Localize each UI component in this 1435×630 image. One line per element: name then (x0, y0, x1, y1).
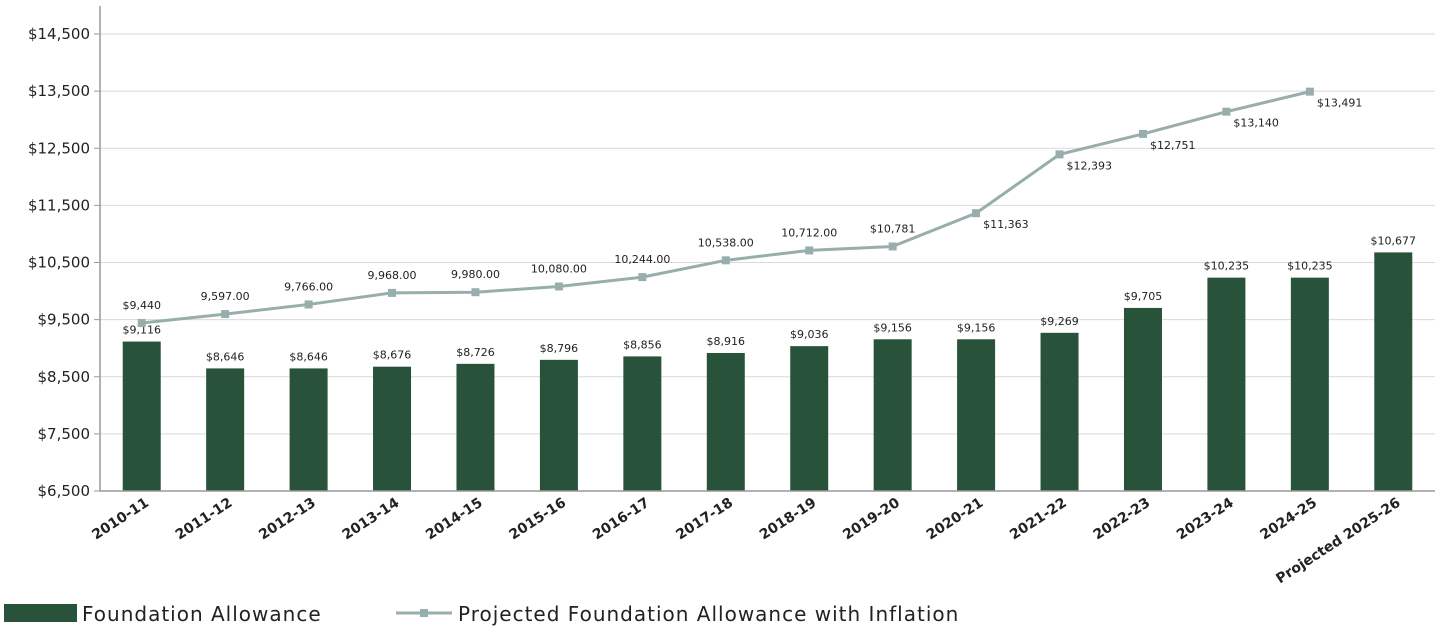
bar-data-label: $10,235 (1204, 260, 1250, 273)
bar (873, 339, 912, 491)
x-tick-label: 2014-15 (423, 495, 486, 543)
bar (1290, 277, 1329, 491)
y-tick-label: $7,500 (38, 425, 91, 443)
line-data-label: $11,363 (983, 218, 1029, 231)
x-tick-label: 2018-19 (757, 495, 820, 543)
bar-data-label: $9,269 (1040, 315, 1079, 328)
line-data-label: 10,244.00 (614, 253, 670, 266)
legend-label-bar: Foundation Allowance (82, 602, 322, 626)
x-tick-label: 2012-13 (256, 495, 319, 543)
x-tick-label: 2021-22 (1007, 495, 1070, 543)
bar-data-label: $8,726 (456, 346, 495, 359)
line-point (388, 288, 397, 297)
bar (623, 356, 662, 491)
bar-data-label: $9,116 (122, 324, 161, 337)
line-series: $9,440 9,597.00 9,766.00 9,968.00 9,980.00 10… (122, 87, 1363, 328)
x-tick-label: 2020-21 (924, 495, 987, 543)
legend: Foundation Allowance Projected Foundatio… (4, 602, 959, 626)
bar-data-label: $8,916 (707, 335, 746, 348)
x-tick-label: 2016-17 (590, 495, 653, 543)
bar (289, 368, 328, 491)
x-tick-label: 2022-23 (1091, 495, 1154, 543)
bar-series: $9,116 $8,646 $8,646 $8,676 $8,726 $8,796 $8,8… (122, 234, 1416, 491)
legend-swatch-bar (4, 604, 77, 622)
line-point (471, 288, 480, 297)
x-tick-label: 2019-20 (840, 495, 903, 544)
line-data-label: 9,597.00 (201, 290, 250, 303)
line-point (1222, 107, 1231, 116)
x-tick-label: 2010-11 (89, 495, 152, 543)
line-data-label: 9,980.00 (451, 268, 500, 281)
line-data-label: $9,440 (122, 299, 161, 312)
line-data-label: $13,491 (1317, 97, 1363, 110)
x-tick-label: 2017-18 (673, 495, 736, 543)
line-point (221, 310, 230, 319)
line-data-label: $13,140 (1233, 117, 1279, 130)
legend-label-line: Projected Foundation Allowance with Infl… (458, 602, 959, 626)
y-tick-label: $8,500 (38, 368, 91, 386)
bar-data-label: $8,646 (289, 350, 328, 363)
bar (1207, 277, 1246, 491)
line-data-label: 10,538.00 (698, 236, 754, 249)
bar (1040, 332, 1079, 491)
bar (706, 352, 745, 491)
line-data-label: 9,968.00 (368, 269, 417, 282)
bar-data-label: $8,646 (206, 350, 245, 363)
y-tick-label: $14,500 (28, 25, 90, 43)
line-data-label: $10,781 (870, 222, 916, 235)
x-tick-label: 2013-14 (340, 495, 403, 544)
line-data-label: $12,393 (1067, 159, 1113, 172)
line-point (554, 282, 563, 291)
bar (456, 363, 495, 491)
bar-data-label: $10,677 (1371, 234, 1417, 247)
line-point (972, 209, 981, 218)
line-point (304, 300, 313, 309)
x-tick-label: 2023-24 (1174, 495, 1237, 544)
legend-swatch-line-marker (420, 609, 428, 617)
bar (790, 346, 829, 491)
y-tick-label: $13,500 (28, 82, 90, 100)
bar-data-label: $9,036 (790, 328, 829, 341)
bar-data-label: $10,235 (1287, 260, 1333, 273)
line-point (1305, 87, 1314, 96)
x-tick-label: 2015-16 (506, 495, 569, 543)
y-tick-label: $10,500 (28, 254, 90, 272)
bar (206, 368, 245, 491)
line-point (137, 319, 146, 328)
line-data-label: 9,766.00 (284, 280, 333, 293)
bar (373, 366, 412, 491)
line-point (1055, 150, 1064, 159)
x-tick-label: 2011-12 (173, 495, 236, 543)
y-tick-label: $9,500 (38, 311, 91, 329)
line-point (1138, 129, 1147, 138)
y-axis: $6,500 $7,500 $8,500 $9,500 $10,500 $11,500 $1… (28, 6, 101, 500)
bar-data-label: $9,705 (1124, 290, 1163, 303)
line-point (638, 273, 647, 282)
bar (957, 339, 996, 491)
bar-data-label: $8,676 (373, 349, 412, 362)
bar-data-label: $8,796 (540, 342, 579, 355)
line-data-label: 10,080.00 (531, 262, 587, 275)
bar (122, 341, 161, 491)
y-tick-label: $12,500 (28, 139, 90, 157)
x-tick-label: 2024-25 (1257, 495, 1320, 543)
line-point (888, 242, 897, 251)
line-data-label: $12,751 (1150, 139, 1196, 152)
bar (1123, 307, 1162, 491)
y-tick-label: $11,500 (28, 196, 90, 214)
bar (539, 359, 578, 491)
bar-data-label: $8,856 (623, 338, 662, 351)
line-data-label: 10,712.00 (781, 226, 837, 239)
line-point (805, 246, 814, 255)
y-tick-label: $6,500 (38, 482, 91, 500)
bar (1374, 252, 1413, 491)
bar-data-label: $9,156 (873, 321, 912, 334)
line-point (721, 256, 730, 265)
x-axis: 2010-11 2011-12 2012-13 2013-14 2014-15 2015-… (89, 490, 1435, 587)
bar-data-label: $9,156 (957, 321, 996, 334)
